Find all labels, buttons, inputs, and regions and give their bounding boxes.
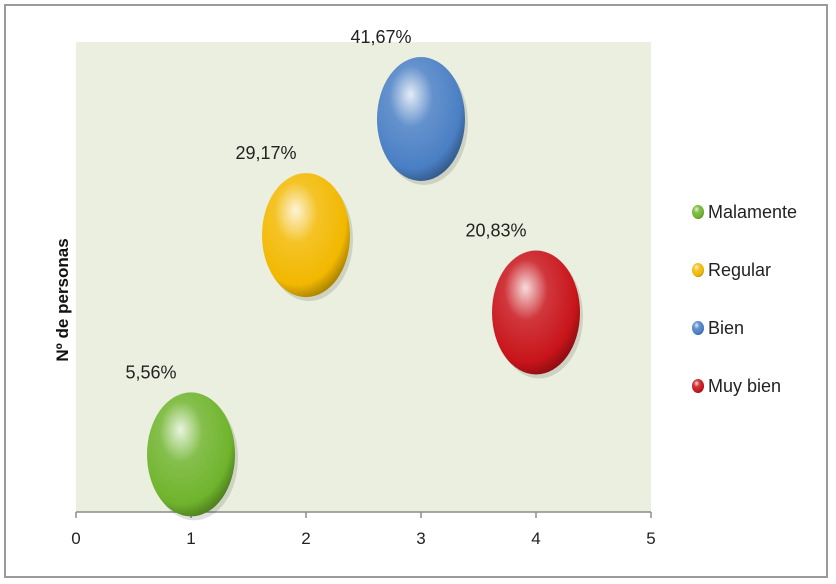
data-label-bien: 41,67% bbox=[350, 27, 411, 47]
legend-marker-regular bbox=[692, 263, 704, 277]
legend-label-regular: Regular bbox=[708, 260, 771, 280]
legend-label-bien: Bien bbox=[708, 318, 744, 338]
x-tick-label: 4 bbox=[531, 529, 540, 548]
bubble-muy-bien bbox=[492, 250, 580, 375]
x-axis: 0 1 2 3 4 5 bbox=[71, 511, 656, 548]
legend-marker-malamente bbox=[692, 205, 704, 219]
x-tick-label: 5 bbox=[646, 529, 655, 548]
data-label-layer: 5,56% 29,17% 41,67% 20,83% bbox=[125, 27, 526, 382]
chart-frame: 0 1 2 3 4 5 5,56% 29,17% 41,67% 20,83% Nº de per… bbox=[4, 4, 828, 578]
x-tick-label: 3 bbox=[416, 529, 425, 548]
x-tick-label: 0 bbox=[71, 529, 80, 548]
bubble-layer bbox=[147, 57, 583, 521]
data-label-regular: 29,17% bbox=[235, 143, 296, 163]
x-tick-label: 1 bbox=[186, 529, 195, 548]
y-axis-label: Nº de personas bbox=[53, 238, 72, 361]
x-tick-label: 2 bbox=[301, 529, 310, 548]
bubble-chart: 0 1 2 3 4 5 5,56% 29,17% 41,67% 20,83% Nº de per… bbox=[53, 27, 797, 548]
data-label-malamente: 5,56% bbox=[125, 362, 176, 382]
legend: Malamente Regular Bien Muy bien bbox=[692, 202, 797, 396]
data-label-muy-bien: 20,83% bbox=[465, 221, 526, 241]
bubble-bien bbox=[377, 57, 465, 181]
bubble-malamente bbox=[147, 392, 235, 517]
bubble-regular bbox=[262, 173, 350, 298]
legend-label-malamente: Malamente bbox=[708, 202, 797, 222]
legend-label-muy-bien: Muy bien bbox=[708, 376, 781, 396]
legend-marker-muy-bien bbox=[692, 379, 704, 393]
legend-marker-bien bbox=[692, 321, 704, 335]
